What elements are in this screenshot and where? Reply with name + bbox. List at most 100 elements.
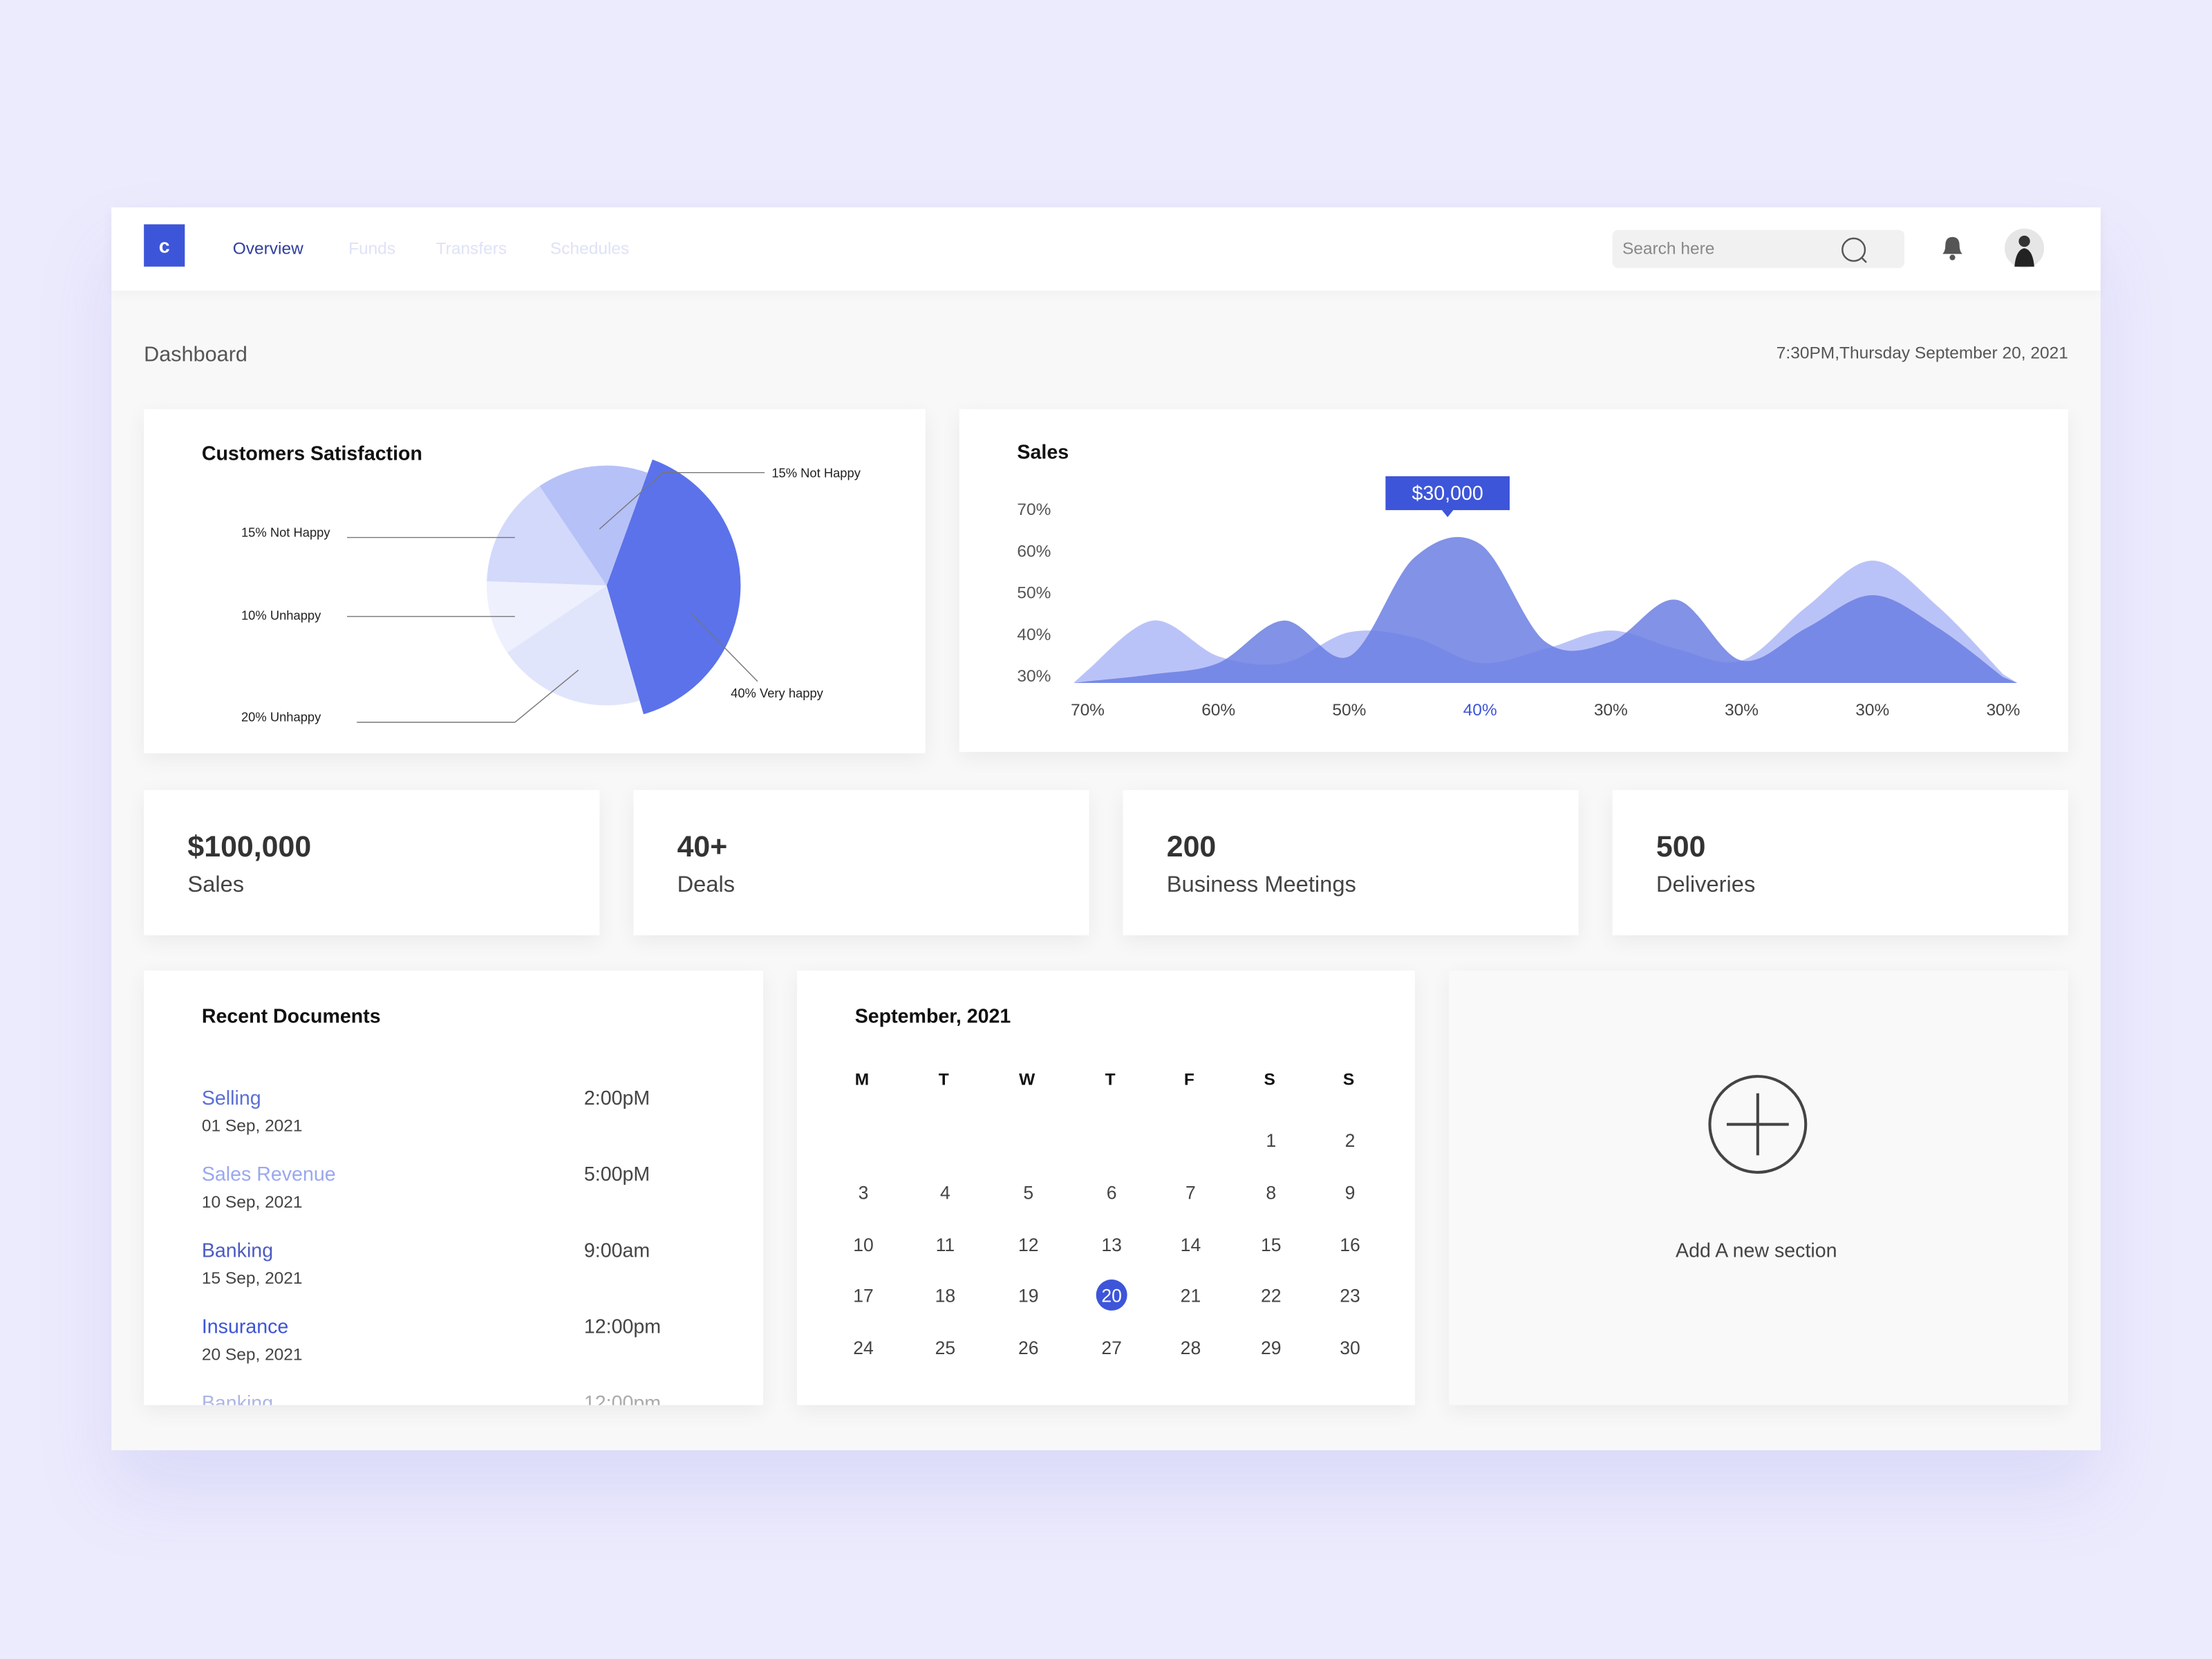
weekday: S [1342, 1069, 1355, 1089]
stat-value: $100,000 [187, 831, 312, 863]
label-line [357, 669, 579, 723]
document-time: 2:00pM [583, 1086, 650, 1109]
day[interactable]: 1 [1266, 1130, 1277, 1152]
bell-icon[interactable] [1938, 233, 1967, 264]
stat-value: 200 [1166, 831, 1217, 863]
nav-item[interactable]: Schedules [550, 238, 630, 259]
document-time: 5:00pM [583, 1162, 650, 1185]
pie-label: 40% Very happy [731, 686, 824, 700]
day[interactable]: 20 [1101, 1285, 1122, 1306]
day[interactable]: 16 [1340, 1234, 1360, 1256]
weekday: W [1019, 1069, 1035, 1089]
weekday: S [1264, 1069, 1275, 1089]
day[interactable]: 15 [1261, 1234, 1282, 1256]
document-date: 15 Sep, 2021 [201, 1268, 303, 1288]
nav-item[interactable]: Overview [232, 238, 303, 259]
document-time: 12:00pm [583, 1391, 662, 1405]
day[interactable]: 5 [1023, 1182, 1034, 1203]
tooltip-arrow [1442, 509, 1454, 518]
sales-title: Sales [1017, 440, 1069, 463]
pie-slice [507, 585, 640, 706]
pie-slice [487, 486, 607, 585]
x-tick-label: 30% [1855, 701, 1889, 720]
day[interactable]: 14 [1180, 1234, 1201, 1256]
day[interactable]: 7 [1185, 1182, 1196, 1203]
document-name[interactable]: Selling [201, 1086, 261, 1109]
day[interactable]: 28 [1180, 1337, 1201, 1359]
document-name[interactable]: Insurance [201, 1315, 289, 1338]
selected-day [1096, 1280, 1127, 1311]
tooltip-box [1385, 476, 1510, 510]
day[interactable]: 18 [935, 1285, 956, 1306]
day[interactable]: 23 [1340, 1285, 1360, 1306]
day[interactable]: 6 [1106, 1182, 1117, 1203]
document-name[interactable]: Banking [201, 1238, 274, 1262]
x-tick-label: 50% [1332, 701, 1366, 720]
area [1074, 536, 2018, 684]
pie-slice [539, 465, 648, 585]
day[interactable]: 3 [858, 1182, 869, 1203]
pie-label: 15% Not Happy [771, 466, 861, 480]
x-tick-label: 70% [1071, 701, 1105, 720]
search-placeholder: Search here [1622, 238, 1715, 259]
day[interactable]: 25 [935, 1337, 956, 1359]
day[interactable]: 29 [1261, 1337, 1282, 1359]
add-card[interactable] [1448, 971, 2068, 1405]
logo[interactable]: c [144, 224, 185, 267]
day[interactable]: 19 [1018, 1285, 1039, 1306]
document-name[interactable]: Banking [201, 1391, 274, 1405]
x-tick-label: 60% [1201, 701, 1235, 720]
page-title: Dashboard [144, 342, 247, 367]
day[interactable]: 27 [1101, 1337, 1122, 1359]
stat-card: 500 Deliveries [1612, 789, 2068, 936]
nav-item[interactable]: Funds [348, 238, 396, 259]
add-label: Add A new section [1676, 1238, 1837, 1262]
y-tick-label: 60% [1017, 542, 1051, 561]
label-line [599, 471, 765, 529]
day[interactable]: 4 [939, 1182, 950, 1203]
stat-label: Deliveries [1656, 873, 1756, 897]
day[interactable]: 22 [1261, 1285, 1282, 1306]
day[interactable]: 10 [853, 1234, 874, 1256]
day[interactable]: 2 [1344, 1130, 1356, 1152]
add-icon[interactable] [1704, 1071, 1811, 1178]
tooltip-label: $30,000 [1412, 482, 1483, 505]
stat-card: 200 Business Meetings [1123, 789, 1579, 936]
y-tick-label: 70% [1017, 500, 1051, 519]
day[interactable]: 8 [1266, 1182, 1277, 1203]
day[interactable]: 12 [1018, 1234, 1039, 1256]
day[interactable]: 9 [1344, 1182, 1356, 1203]
label-line [691, 613, 758, 682]
day[interactable]: 21 [1180, 1285, 1201, 1306]
search-box[interactable] [1612, 229, 1905, 268]
stat-label: Deals [677, 873, 735, 897]
day[interactable]: 17 [853, 1285, 874, 1306]
y-tick-label: 50% [1017, 584, 1051, 603]
day[interactable]: 13 [1101, 1234, 1122, 1256]
day[interactable]: 30 [1340, 1337, 1360, 1359]
stat-card: $100,000 Sales [144, 789, 600, 936]
x-tick-label: 30% [1725, 701, 1759, 720]
document-time: 9:00am [583, 1238, 650, 1262]
documents-title: Recent Documents [201, 1004, 381, 1027]
document-time: 12:00pm [583, 1315, 662, 1338]
nav-item[interactable]: Transfers [435, 238, 507, 259]
weekday: F [1183, 1069, 1194, 1089]
x-tick-label: 30% [1594, 701, 1628, 720]
document-date: 20 Sep, 2021 [201, 1344, 303, 1365]
day[interactable]: 11 [935, 1234, 955, 1256]
stat-card: 40+ Deals [633, 789, 1089, 936]
document-date: 10 Sep, 2021 [201, 1192, 303, 1212]
pie-label: 15% Not Happy [241, 525, 330, 539]
calendar-title: September, 2021 [854, 1004, 1011, 1027]
weekday: M [854, 1069, 870, 1089]
calendar-card: September, 2021 M T W T F S S 1 2 3 4 5 6 7 8 9 10 11 12 13… [797, 971, 1415, 1405]
avatar[interactable] [2003, 227, 2045, 270]
search-icon[interactable] [1834, 230, 1876, 272]
day[interactable]: 26 [1018, 1337, 1039, 1359]
document-name[interactable]: Sales Revenue [201, 1162, 336, 1185]
stat-label: Sales [187, 873, 245, 897]
pie-label: 20% Unhappy [241, 710, 321, 724]
day[interactable]: 24 [853, 1337, 874, 1359]
